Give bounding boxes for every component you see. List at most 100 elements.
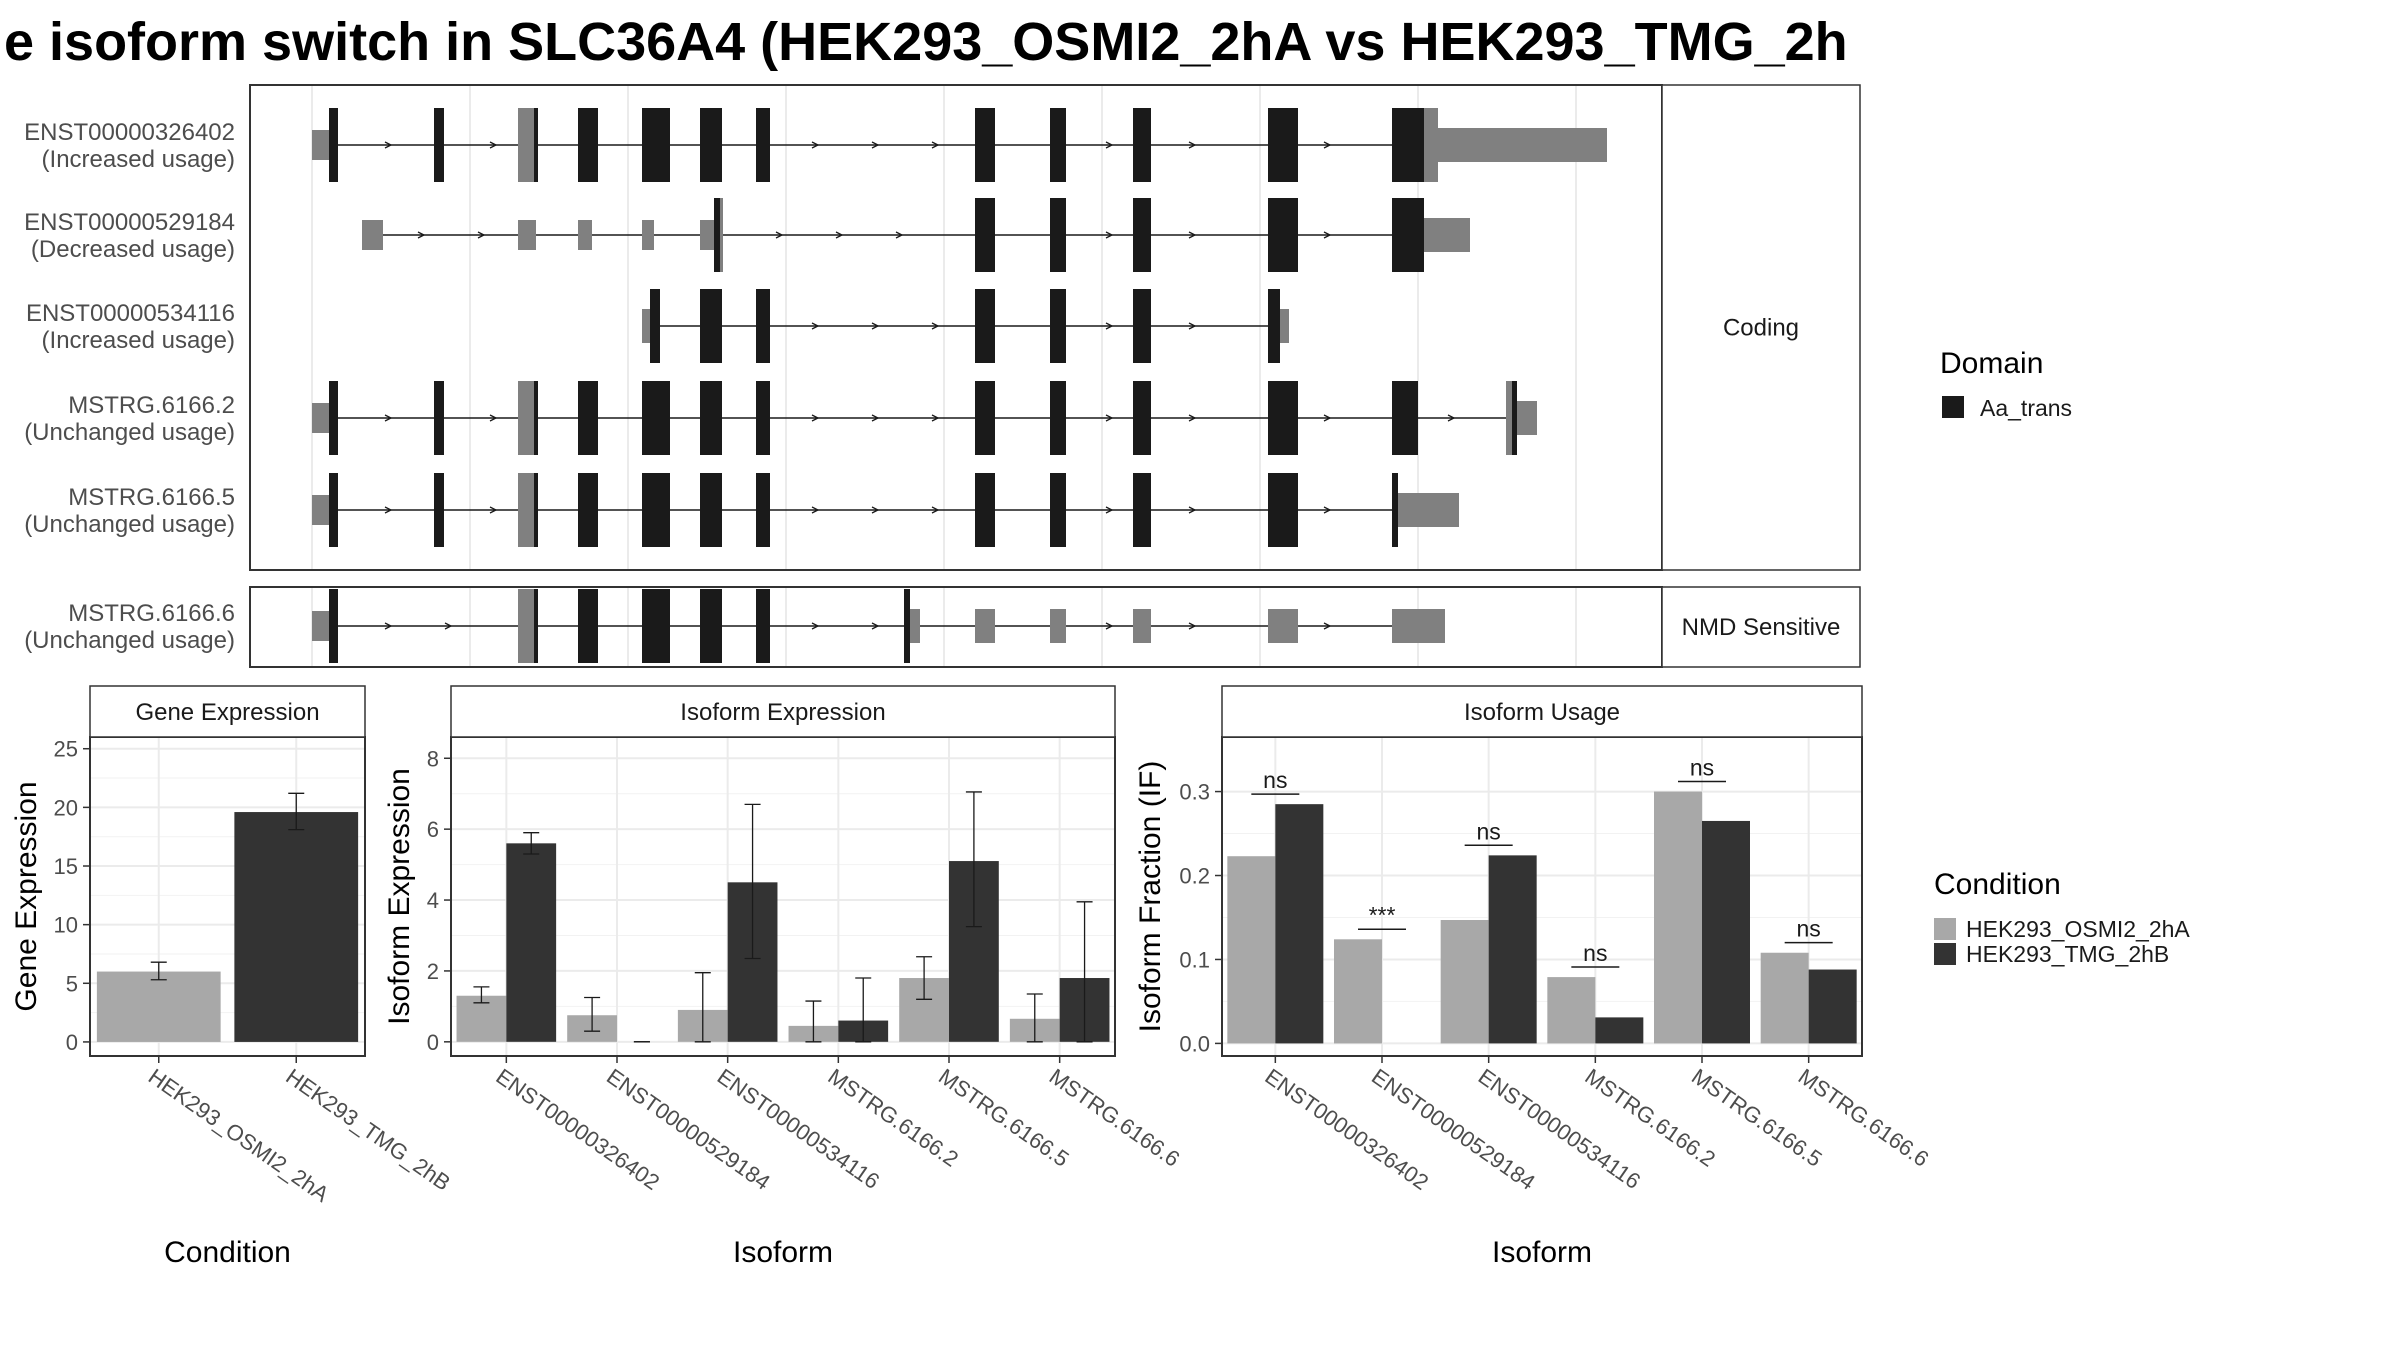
figure-title: e isoform switch in SLC36A4 (HEK293_OSMI… (4, 12, 1848, 72)
domain-exon (1050, 108, 1066, 182)
bar-series-0 (1760, 952, 1809, 1044)
domain-exon (434, 381, 444, 455)
domain-exon (975, 381, 995, 455)
strand-arrow (835, 231, 844, 239)
strand-arrow (1188, 141, 1197, 149)
domain-exon (578, 473, 598, 547)
y-tick-label: 20 (54, 795, 78, 820)
strand-arrow (895, 231, 904, 239)
strand-arrow (1188, 622, 1197, 630)
bar-series-0 (1334, 939, 1382, 1044)
domain-exon (1392, 108, 1424, 182)
y-axis-title: Isoform Fraction (IF) (1134, 761, 1167, 1033)
strand-arrow (1447, 414, 1456, 422)
domain-exon (434, 473, 444, 547)
utr-exon (1517, 401, 1537, 435)
domain-exon (1133, 108, 1151, 182)
isoform-label: MSTRG.6166.2 (68, 392, 235, 419)
domain-legend-label: Aa_trans (1980, 395, 2072, 421)
utr-exon (518, 589, 534, 663)
domain-exon (434, 108, 444, 182)
panel-bg (451, 737, 1115, 1056)
domain-legend-title: Domain (1940, 347, 2043, 380)
strand-arrow (1323, 141, 1332, 149)
domain-exon (1050, 381, 1066, 455)
condition-legend-label: HEK293_TMG_2hB (1966, 941, 2169, 967)
domain-exon (756, 289, 770, 363)
utr-exon (1438, 128, 1607, 162)
bar-series-1 (1275, 804, 1324, 1044)
utr-exon (720, 198, 723, 272)
domain-exon (1512, 381, 1517, 455)
strand-arrow (811, 506, 820, 514)
condition-legend-key (1934, 943, 1956, 965)
strand-arrow (931, 414, 940, 422)
panel-strip (450, 685, 1116, 738)
utr-exon (312, 611, 330, 641)
domain-exon (329, 381, 338, 455)
panel-strip-title: Isoform Expression (680, 699, 885, 726)
isoform-label: ENST00000534116 (26, 300, 235, 327)
strand-arrow (871, 414, 880, 422)
facet-strip (1661, 586, 1861, 668)
domain-exon (650, 289, 660, 363)
isoform-usage-label: (Unchanged usage) (24, 419, 235, 446)
strand-arrow (1323, 414, 1332, 422)
domain-exon (700, 289, 722, 363)
strand-arrow (931, 506, 940, 514)
y-tick-label: 8 (427, 746, 439, 771)
strand-arrow (1105, 622, 1114, 630)
y-tick-label: 2 (427, 959, 439, 984)
y-tick-label: 0 (66, 1030, 78, 1055)
structure-panel-bg (250, 587, 1662, 667)
domain-exon (578, 108, 598, 182)
y-axis-title: Gene Expression (10, 781, 43, 1011)
utr-exon (518, 108, 534, 182)
strand-arrow (871, 622, 880, 630)
utr-exon (312, 495, 330, 525)
domain-exon (1268, 108, 1298, 182)
x-axis-title: Condition (164, 1236, 291, 1269)
utr-exon (578, 220, 592, 250)
utr-exon (1392, 609, 1445, 643)
domain-exon (1392, 198, 1424, 272)
strand-arrow (1188, 231, 1197, 239)
utr-exon (1424, 218, 1470, 252)
domain-exon (534, 473, 538, 547)
y-tick-label: 15 (54, 854, 78, 879)
utr-exon (910, 609, 920, 643)
strand-arrow (1188, 414, 1197, 422)
y-axis-title: Isoform Expression (383, 768, 416, 1025)
utr-exon (642, 220, 654, 250)
domain-exon (578, 381, 598, 455)
isoform-usage-label: (Unchanged usage) (24, 627, 235, 654)
domain-exon (534, 589, 538, 663)
strand-arrow (1188, 506, 1197, 514)
strand-arrow (417, 231, 426, 239)
domain-exon (1392, 473, 1398, 547)
domain-exon (1392, 381, 1418, 455)
strand-arrow (1188, 322, 1197, 330)
utr-exon (701, 220, 715, 250)
y-tick-label: 0.1 (1179, 947, 1210, 972)
isoform-label: MSTRG.6166.6 (68, 600, 235, 627)
panel-strip-title: Gene Expression (135, 699, 319, 726)
strand-arrow (931, 322, 940, 330)
strand-arrow (1105, 141, 1114, 149)
domain-exon (1133, 198, 1151, 272)
strand-arrow (489, 141, 498, 149)
condition-legend-label: HEK293_OSMI2_2hA (1966, 916, 2190, 942)
strand-arrow (1323, 622, 1332, 630)
isoform-label: ENST00000529184 (24, 209, 235, 236)
domain-exon (329, 589, 338, 663)
domain-exon (975, 198, 995, 272)
strand-arrow (811, 322, 820, 330)
utr-exon (1050, 609, 1066, 643)
condition-legend-title: Condition (1934, 868, 2061, 901)
isoform-usage-label: (Increased usage) (42, 146, 235, 173)
bar-series-1 (1702, 820, 1750, 1044)
bar-series-1 (1488, 855, 1537, 1044)
strand-arrow (384, 141, 393, 149)
strand-arrow (489, 506, 498, 514)
